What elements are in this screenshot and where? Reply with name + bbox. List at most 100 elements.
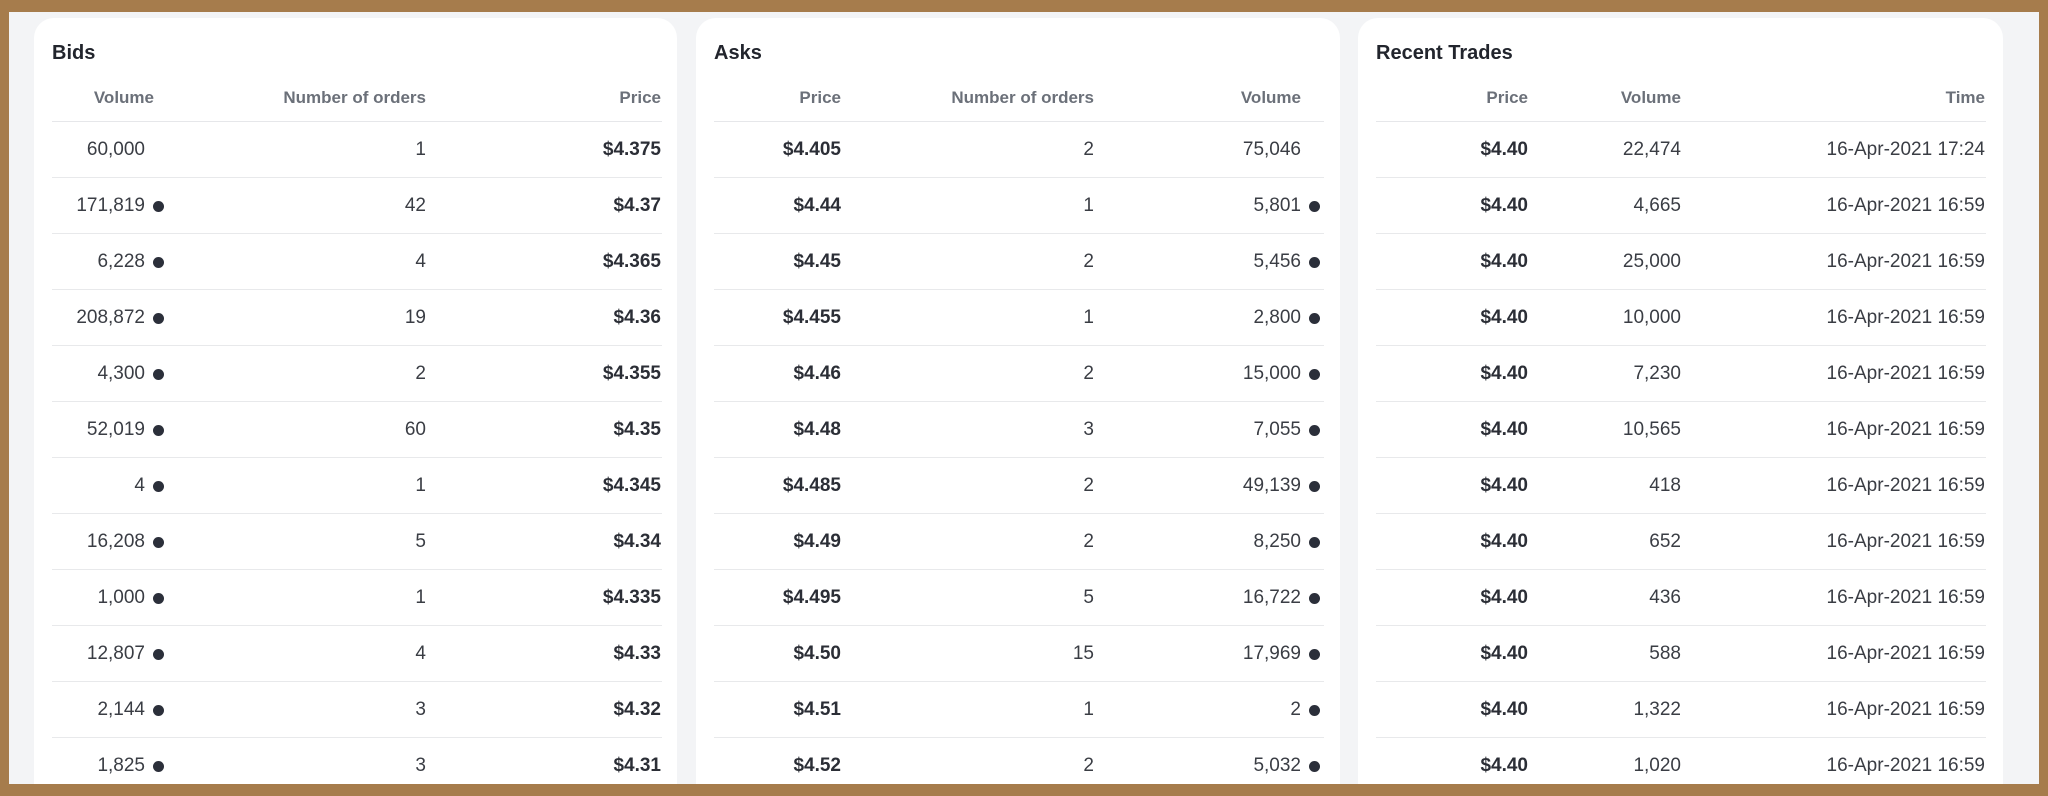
table-row[interactable]: 52,019 60 $4.35 bbox=[52, 402, 662, 458]
time-cell: 16-Apr-2021 16:59 bbox=[1826, 419, 1985, 440]
volume-cell: 16,722 bbox=[1242, 587, 1301, 608]
volume-cell: 16,208 bbox=[86, 531, 145, 552]
table-row[interactable]: $4.495 5 16,722 bbox=[714, 570, 1324, 626]
price-cell: $4.31 bbox=[613, 755, 661, 776]
own-order-dot-icon bbox=[153, 593, 164, 604]
table-row[interactable]: $4.40 4,665 16-Apr-2021 16:59 bbox=[1376, 178, 1986, 234]
volume-cell: 1,000 bbox=[97, 587, 145, 608]
column-header-price[interactable]: Price bbox=[619, 88, 661, 107]
table-row[interactable]: 4 1 $4.345 bbox=[52, 458, 662, 514]
table-row[interactable]: $4.40 25,000 16-Apr-2021 16:59 bbox=[1376, 234, 1986, 290]
price-cell: $4.335 bbox=[602, 587, 661, 608]
volume-cell: 10,565 bbox=[1622, 419, 1681, 440]
price-cell: $4.33 bbox=[613, 643, 661, 664]
time-cell: 16-Apr-2021 16:59 bbox=[1826, 251, 1985, 272]
table-row[interactable]: $4.455 1 2,800 bbox=[714, 290, 1324, 346]
price-cell: $4.455 bbox=[782, 307, 841, 328]
table-row[interactable]: $4.50 15 17,969 bbox=[714, 626, 1324, 682]
own-order-dot-icon bbox=[1309, 761, 1320, 772]
table-row[interactable]: $4.40 1,322 16-Apr-2021 16:59 bbox=[1376, 682, 1986, 738]
volume-cell: 4,300 bbox=[97, 363, 145, 384]
column-header-volume[interactable]: Volume bbox=[93, 88, 154, 107]
volume-cell: 208,872 bbox=[76, 307, 145, 328]
volume-cell: 1,825 bbox=[97, 755, 145, 776]
orders-cell: 4 bbox=[415, 643, 426, 664]
table-row[interactable]: $4.40 652 16-Apr-2021 16:59 bbox=[1376, 514, 1986, 570]
table-row[interactable]: 12,807 4 $4.33 bbox=[52, 626, 662, 682]
table-row[interactable]: $4.40 7,230 16-Apr-2021 16:59 bbox=[1376, 346, 1986, 402]
price-cell: $4.40 bbox=[1480, 587, 1528, 608]
volume-cell: 652 bbox=[1649, 531, 1681, 552]
table-row[interactable]: $4.52 2 5,032 bbox=[714, 738, 1324, 784]
orders-cell: 1 bbox=[1083, 699, 1094, 720]
own-order-dot-icon bbox=[1309, 537, 1320, 548]
column-header-orders[interactable]: Number of orders bbox=[283, 88, 426, 107]
column-header-price[interactable]: Price bbox=[799, 88, 841, 107]
price-cell: $4.46 bbox=[793, 363, 841, 384]
table-row[interactable]: 6,228 4 $4.365 bbox=[52, 234, 662, 290]
bids-panel: Bids Volume Number of orders Price 60,000 1 $… bbox=[34, 18, 677, 784]
volume-cell: 1,322 bbox=[1633, 699, 1681, 720]
column-header-time[interactable]: Time bbox=[1945, 88, 1985, 107]
own-order-dot-icon bbox=[1309, 649, 1320, 660]
table-row[interactable]: $4.405 2 75,046 bbox=[714, 122, 1324, 178]
table-row[interactable]: $4.40 1,020 16-Apr-2021 16:59 bbox=[1376, 738, 1986, 784]
trades-panel: Recent Trades Price Volume Time $4.40 22,474… bbox=[1358, 18, 2003, 784]
table-row[interactable]: $4.45 2 5,456 bbox=[714, 234, 1324, 290]
table-row[interactable]: $4.46 2 15,000 bbox=[714, 346, 1324, 402]
column-header-orders[interactable]: Number of orders bbox=[951, 88, 1094, 107]
volume-cell: 1,020 bbox=[1633, 755, 1681, 776]
price-cell: $4.345 bbox=[602, 475, 661, 496]
table-row[interactable]: $4.49 2 8,250 bbox=[714, 514, 1324, 570]
table-row[interactable]: $4.51 1 2 bbox=[714, 682, 1324, 738]
column-header-volume[interactable]: Volume bbox=[1620, 88, 1681, 107]
table-row[interactable]: $4.40 10,565 16-Apr-2021 16:59 bbox=[1376, 402, 1986, 458]
table-row[interactable]: 208,872 19 $4.36 bbox=[52, 290, 662, 346]
price-cell: $4.40 bbox=[1480, 755, 1528, 776]
orders-cell: 2 bbox=[1083, 755, 1094, 776]
table-row[interactable]: $4.40 10,000 16-Apr-2021 16:59 bbox=[1376, 290, 1986, 346]
orders-cell: 2 bbox=[415, 363, 426, 384]
volume-cell: 588 bbox=[1649, 643, 1681, 664]
price-cell: $4.51 bbox=[793, 699, 841, 720]
table-row[interactable]: $4.40 436 16-Apr-2021 16:59 bbox=[1376, 570, 1986, 626]
time-cell: 16-Apr-2021 16:59 bbox=[1826, 699, 1985, 720]
volume-cell: 436 bbox=[1649, 587, 1681, 608]
asks-panel: Asks Price Number of orders Volume $4.405 2 7… bbox=[696, 18, 1340, 784]
column-header-volume[interactable]: Volume bbox=[1240, 88, 1301, 107]
price-cell: $4.375 bbox=[602, 139, 661, 160]
price-cell: $4.40 bbox=[1480, 643, 1528, 664]
table-row[interactable]: $4.485 2 49,139 bbox=[714, 458, 1324, 514]
price-cell: $4.40 bbox=[1480, 307, 1528, 328]
table-row[interactable]: 16,208 5 $4.34 bbox=[52, 514, 662, 570]
table-row[interactable]: 1,825 3 $4.31 bbox=[52, 738, 662, 784]
volume-cell: 52,019 bbox=[86, 419, 145, 440]
own-order-dot-icon bbox=[1309, 313, 1320, 324]
volume-cell: 6,228 bbox=[97, 251, 145, 272]
table-row[interactable]: 60,000 1 $4.375 bbox=[52, 122, 662, 178]
table-row[interactable]: $4.40 418 16-Apr-2021 16:59 bbox=[1376, 458, 1986, 514]
price-cell: $4.40 bbox=[1480, 363, 1528, 384]
time-cell: 16-Apr-2021 16:59 bbox=[1826, 755, 1985, 776]
volume-cell: 60,000 bbox=[86, 139, 145, 160]
table-row[interactable]: $4.40 588 16-Apr-2021 16:59 bbox=[1376, 626, 1986, 682]
orders-cell: 2 bbox=[1083, 531, 1094, 552]
table-row[interactable]: 4,300 2 $4.355 bbox=[52, 346, 662, 402]
table-row[interactable]: $4.40 22,474 16-Apr-2021 17:24 bbox=[1376, 122, 1986, 178]
table-row[interactable]: 1,000 1 $4.335 bbox=[52, 570, 662, 626]
volume-cell: 49,139 bbox=[1242, 475, 1301, 496]
table-row[interactable]: 171,819 42 $4.37 bbox=[52, 178, 662, 234]
table-row[interactable]: $4.48 3 7,055 bbox=[714, 402, 1324, 458]
price-cell: $4.495 bbox=[782, 587, 841, 608]
own-order-dot-icon bbox=[153, 649, 164, 660]
price-cell: $4.40 bbox=[1480, 139, 1528, 160]
orders-cell: 3 bbox=[415, 699, 426, 720]
orders-cell: 60 bbox=[404, 419, 426, 440]
table-row[interactable]: $4.44 1 5,801 bbox=[714, 178, 1324, 234]
column-header-price[interactable]: Price bbox=[1486, 88, 1528, 107]
table-row[interactable]: 2,144 3 $4.32 bbox=[52, 682, 662, 738]
volume-cell: 7,230 bbox=[1633, 363, 1681, 384]
volume-cell: 15,000 bbox=[1242, 363, 1301, 384]
trades-title: Recent Trades bbox=[1376, 42, 1513, 64]
asks-table: Price Number of orders Volume $4.405 2 75,046… bbox=[714, 80, 1324, 784]
